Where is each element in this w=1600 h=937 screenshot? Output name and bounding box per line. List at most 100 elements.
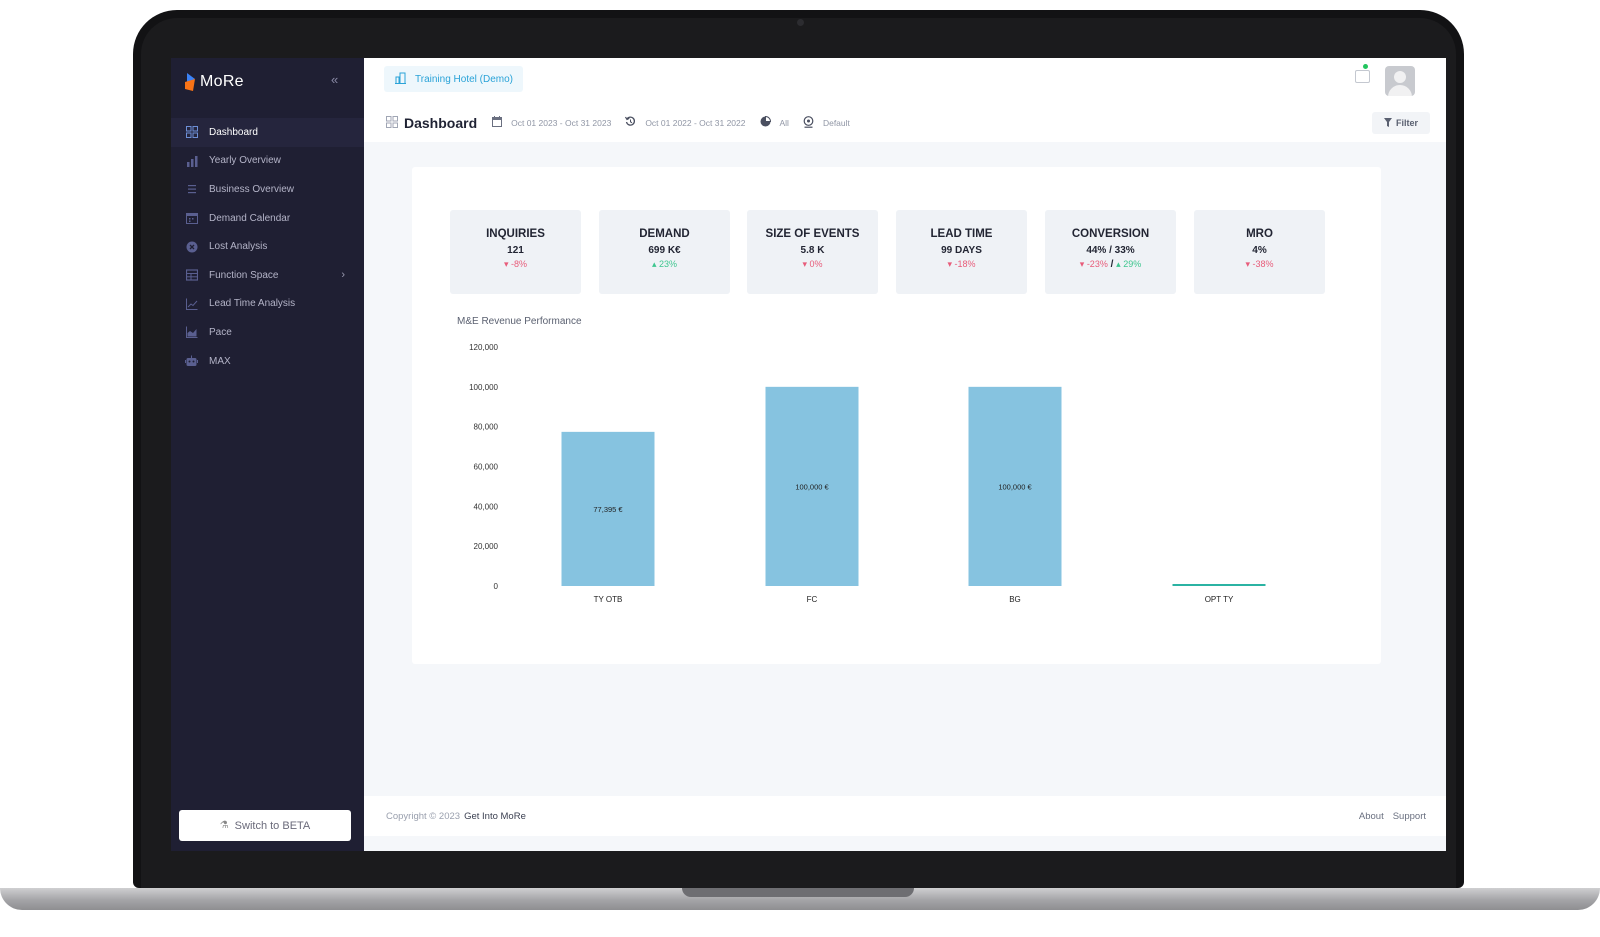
hotel-selector[interactable]: Training Hotel (Demo) xyxy=(384,66,523,92)
bar-chart-icon xyxy=(185,154,198,167)
sidebar-item-business-overview[interactable]: Business Overview xyxy=(171,175,364,204)
kpi-delta: ▾ -18% xyxy=(896,259,1027,270)
funnel-icon xyxy=(1383,117,1392,129)
logo[interactable]: MoRe xyxy=(185,70,244,94)
grid-icon xyxy=(185,126,198,139)
kpi-delta-value: -8% xyxy=(511,259,528,269)
kpi-value: 4% xyxy=(1252,245,1267,256)
bar xyxy=(968,386,1062,586)
dashboard-card: INQUIRIES 121 ▾ -8% DEMAND 699 K€ ▴ 23% … xyxy=(412,167,1381,664)
sidebar-item-lost-analysis[interactable]: Lost Analysis xyxy=(171,232,364,261)
kpi-size-of-events[interactable]: SIZE OF EVENTS 5.8 K ▾ 0% xyxy=(747,210,878,294)
view-text: Default xyxy=(822,118,850,128)
bar xyxy=(1172,584,1266,586)
kpi-value: 44% / 33% xyxy=(1086,245,1135,256)
segment-text: All xyxy=(779,118,789,128)
collapse-sidebar-icon[interactable]: « xyxy=(331,72,339,87)
kpi-lead-time[interactable]: LEAD TIME 99 DAYS ▾ -18% xyxy=(896,210,1027,294)
sidebar-item-label: Lost Analysis xyxy=(209,241,268,253)
company-link[interactable]: Get Into MoRe xyxy=(464,810,526,822)
sidebar-item-label: Lead Time Analysis xyxy=(209,298,296,310)
y-tick-label: 40,000 xyxy=(474,502,499,511)
segment-selector[interactable]: All xyxy=(760,115,789,130)
y-tick-label: 100,000 xyxy=(469,383,498,392)
calendar-icon xyxy=(185,212,198,225)
caret-up-icon: ▴ xyxy=(1116,259,1124,269)
kpi-delta-value: 29% xyxy=(1123,259,1142,269)
kpi-delta-value: -23% xyxy=(1086,259,1108,269)
chat-icon[interactable] xyxy=(1355,70,1370,83)
kpi-title: SIZE OF EVENTS xyxy=(765,228,860,240)
area-chart-icon xyxy=(185,326,198,339)
kpi-value: 699 K€ xyxy=(648,245,681,256)
sidebar-item-label: Business Overview xyxy=(209,183,295,195)
switch-to-beta-button[interactable]: ⚗ Switch to BETA xyxy=(179,810,351,841)
sidebar-item-lead-time-analysis[interactable]: Lead Time Analysis xyxy=(171,290,364,319)
sidebar-item-yearly-overview[interactable]: Yearly Overview xyxy=(171,147,364,176)
x-tick-label: TY OTB xyxy=(594,595,623,604)
y-tick-label: 0 xyxy=(494,582,499,591)
y-tick-label: 60,000 xyxy=(474,463,499,472)
compare-range-selector[interactable]: Oct 01 2022 - Oct 31 2022 xyxy=(625,116,746,130)
kpi-inquiries[interactable]: INQUIRIES 121 ▾ -8% xyxy=(450,210,581,294)
bar xyxy=(561,431,655,586)
filter-button[interactable]: Filter xyxy=(1371,112,1430,134)
sidebar-item-max[interactable]: MAX xyxy=(171,347,364,376)
flask-icon: ⚗ xyxy=(219,820,229,831)
bar-data-label: 77,395 € xyxy=(593,505,623,514)
x-tick-label: OPT TY xyxy=(1205,595,1234,604)
y-tick-label: 120,000 xyxy=(469,343,498,352)
laptop-notch xyxy=(682,888,914,897)
filter-label: Filter xyxy=(1395,118,1418,128)
dashboard-header: Dashboard Oct 01 2023 - Oct 31 2023 Oct … xyxy=(364,104,1446,142)
sidebar-item-label: Pace xyxy=(209,326,232,338)
switch-to-beta-label: Switch to BETA xyxy=(234,819,311,832)
sidebar-item-demand-calendar[interactable]: Demand Calendar xyxy=(171,204,364,233)
kpi-delta: ▴ 23% xyxy=(599,259,730,270)
logo-mark-icon xyxy=(185,73,195,91)
top-bar: Training Hotel (Demo) xyxy=(364,58,1446,105)
kpi-value: 5.8 K xyxy=(800,245,825,256)
x-tick-label: BG xyxy=(1009,595,1021,604)
kpi-conversion[interactable]: CONVERSION 44% / 33% ▾ -23% / ▴ 29% xyxy=(1045,210,1176,294)
caret-down-icon: ▾ xyxy=(1245,259,1253,269)
camera-icon xyxy=(797,19,804,26)
location-pin-icon xyxy=(803,115,814,131)
copyright-text: Copyright © 2023 xyxy=(386,810,461,822)
laptop-base xyxy=(0,888,1600,910)
building-icon xyxy=(394,72,407,87)
bar-data-label: 100,000 € xyxy=(998,482,1032,491)
sidebar-item-label: Demand Calendar xyxy=(209,212,291,224)
kpi-delta-value: -38% xyxy=(1252,259,1274,269)
avatar[interactable] xyxy=(1385,66,1415,96)
kpi-delta: ▾ -23% / ▴ 29% xyxy=(1045,259,1176,270)
list-icon xyxy=(185,183,198,196)
online-status-dot xyxy=(1363,64,1368,69)
history-icon xyxy=(625,116,636,130)
date-range-text: Oct 01 2023 - Oct 31 2023 xyxy=(511,118,612,128)
support-link[interactable]: Support xyxy=(1392,810,1426,822)
kpi-value: 99 DAYS xyxy=(941,245,982,256)
sidebar-nav: Dashboard Yearly Overview Business Overv… xyxy=(171,118,364,375)
kpi-mro[interactable]: MRO 4% ▾ -38% xyxy=(1194,210,1325,294)
kpi-delta: ▾ -8% xyxy=(450,259,581,270)
kpi-demand[interactable]: DEMAND 699 K€ ▴ 23% xyxy=(599,210,730,294)
revenue-bar-chart: 0 20,000 40,000 60,000 80,000 100,000 120,000 7… xyxy=(469,343,1266,604)
sidebar-item-pace[interactable]: Pace xyxy=(171,318,364,347)
kpi-value: 121 xyxy=(507,245,524,256)
footer-links: About Support xyxy=(1359,796,1426,836)
date-range-selector[interactable]: Oct 01 2023 - Oct 31 2023 xyxy=(492,116,611,130)
sidebar-item-function-space[interactable]: Function Space › xyxy=(171,261,364,290)
kpi-title: MRO xyxy=(1246,228,1273,240)
kpi-title: CONVERSION xyxy=(1071,228,1150,240)
about-link[interactable]: About xyxy=(1358,810,1384,822)
view-selector[interactable]: Default xyxy=(803,115,850,131)
sidebar-item-dashboard[interactable]: Dashboard xyxy=(171,118,364,147)
robot-icon xyxy=(185,355,198,368)
kpi-title: INQUIRIES xyxy=(486,228,545,240)
kpi-delta-value: 0% xyxy=(809,259,823,269)
kpi-delta-value: -18% xyxy=(954,259,976,269)
y-tick-label: 80,000 xyxy=(474,423,499,432)
logo-text: MoRe xyxy=(200,73,244,90)
x-tick-label: FC xyxy=(807,595,818,604)
